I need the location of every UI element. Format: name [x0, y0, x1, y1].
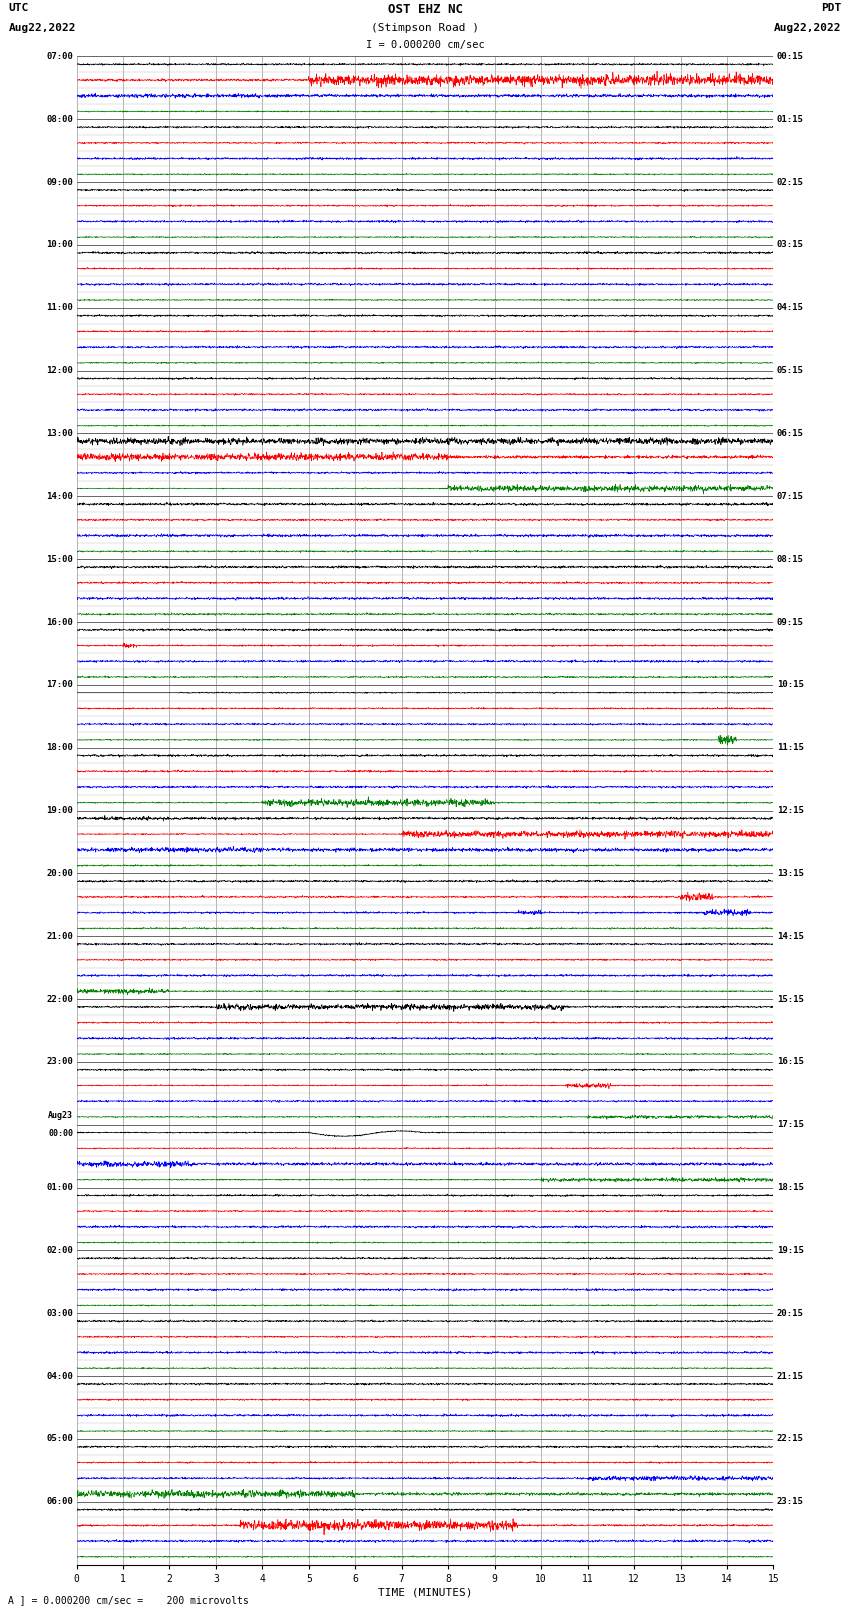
Text: 09:00: 09:00 [46, 177, 73, 187]
Text: A ] = 0.000200 cm/sec =    200 microvolts: A ] = 0.000200 cm/sec = 200 microvolts [8, 1595, 249, 1605]
Text: 04:00: 04:00 [46, 1371, 73, 1381]
Text: 16:00: 16:00 [46, 618, 73, 626]
Text: 06:15: 06:15 [777, 429, 804, 439]
Text: 21:00: 21:00 [46, 932, 73, 940]
Text: 10:15: 10:15 [777, 681, 804, 689]
Text: 00:00: 00:00 [48, 1129, 73, 1139]
Text: 20:00: 20:00 [46, 869, 73, 877]
Text: Aug22,2022: Aug22,2022 [8, 23, 76, 32]
Text: 12:15: 12:15 [777, 806, 804, 815]
Text: 20:15: 20:15 [777, 1308, 804, 1318]
Text: 15:15: 15:15 [777, 995, 804, 1003]
Text: I = 0.000200 cm/sec: I = 0.000200 cm/sec [366, 40, 484, 50]
Text: 14:00: 14:00 [46, 492, 73, 500]
Text: 19:15: 19:15 [777, 1245, 804, 1255]
Text: 13:15: 13:15 [777, 869, 804, 877]
Text: 01:00: 01:00 [46, 1182, 73, 1192]
Text: 13:00: 13:00 [46, 429, 73, 439]
Text: 04:15: 04:15 [777, 303, 804, 313]
Text: (Stimpson Road ): (Stimpson Road ) [371, 23, 479, 32]
Text: 23:00: 23:00 [46, 1058, 73, 1066]
Text: 08:15: 08:15 [777, 555, 804, 563]
Text: 07:00: 07:00 [46, 52, 73, 61]
Text: 02:15: 02:15 [777, 177, 804, 187]
Text: 17:15: 17:15 [777, 1121, 804, 1129]
Text: 03:00: 03:00 [46, 1308, 73, 1318]
Text: 17:00: 17:00 [46, 681, 73, 689]
Text: 21:15: 21:15 [777, 1371, 804, 1381]
Text: 02:00: 02:00 [46, 1245, 73, 1255]
Text: 15:00: 15:00 [46, 555, 73, 563]
Text: 22:00: 22:00 [46, 995, 73, 1003]
Text: 09:15: 09:15 [777, 618, 804, 626]
Text: 07:15: 07:15 [777, 492, 804, 500]
Text: 23:15: 23:15 [777, 1497, 804, 1507]
Text: 19:00: 19:00 [46, 806, 73, 815]
Text: 14:15: 14:15 [777, 932, 804, 940]
Text: 11:00: 11:00 [46, 303, 73, 313]
Text: UTC: UTC [8, 3, 29, 13]
X-axis label: TIME (MINUTES): TIME (MINUTES) [377, 1587, 473, 1598]
Text: 12:00: 12:00 [46, 366, 73, 376]
Text: 05:00: 05:00 [46, 1434, 73, 1444]
Text: Aug22,2022: Aug22,2022 [774, 23, 842, 32]
Text: 06:00: 06:00 [46, 1497, 73, 1507]
Text: Aug23: Aug23 [48, 1111, 73, 1119]
Text: 05:15: 05:15 [777, 366, 804, 376]
Text: 00:15: 00:15 [777, 52, 804, 61]
Text: 16:15: 16:15 [777, 1058, 804, 1066]
Text: 08:00: 08:00 [46, 115, 73, 124]
Text: 01:15: 01:15 [777, 115, 804, 124]
Text: PDT: PDT [821, 3, 842, 13]
Text: 22:15: 22:15 [777, 1434, 804, 1444]
Text: 18:15: 18:15 [777, 1182, 804, 1192]
Text: 10:00: 10:00 [46, 240, 73, 250]
Text: 03:15: 03:15 [777, 240, 804, 250]
Text: OST EHZ NC: OST EHZ NC [388, 3, 462, 16]
Text: 11:15: 11:15 [777, 744, 804, 752]
Text: 18:00: 18:00 [46, 744, 73, 752]
